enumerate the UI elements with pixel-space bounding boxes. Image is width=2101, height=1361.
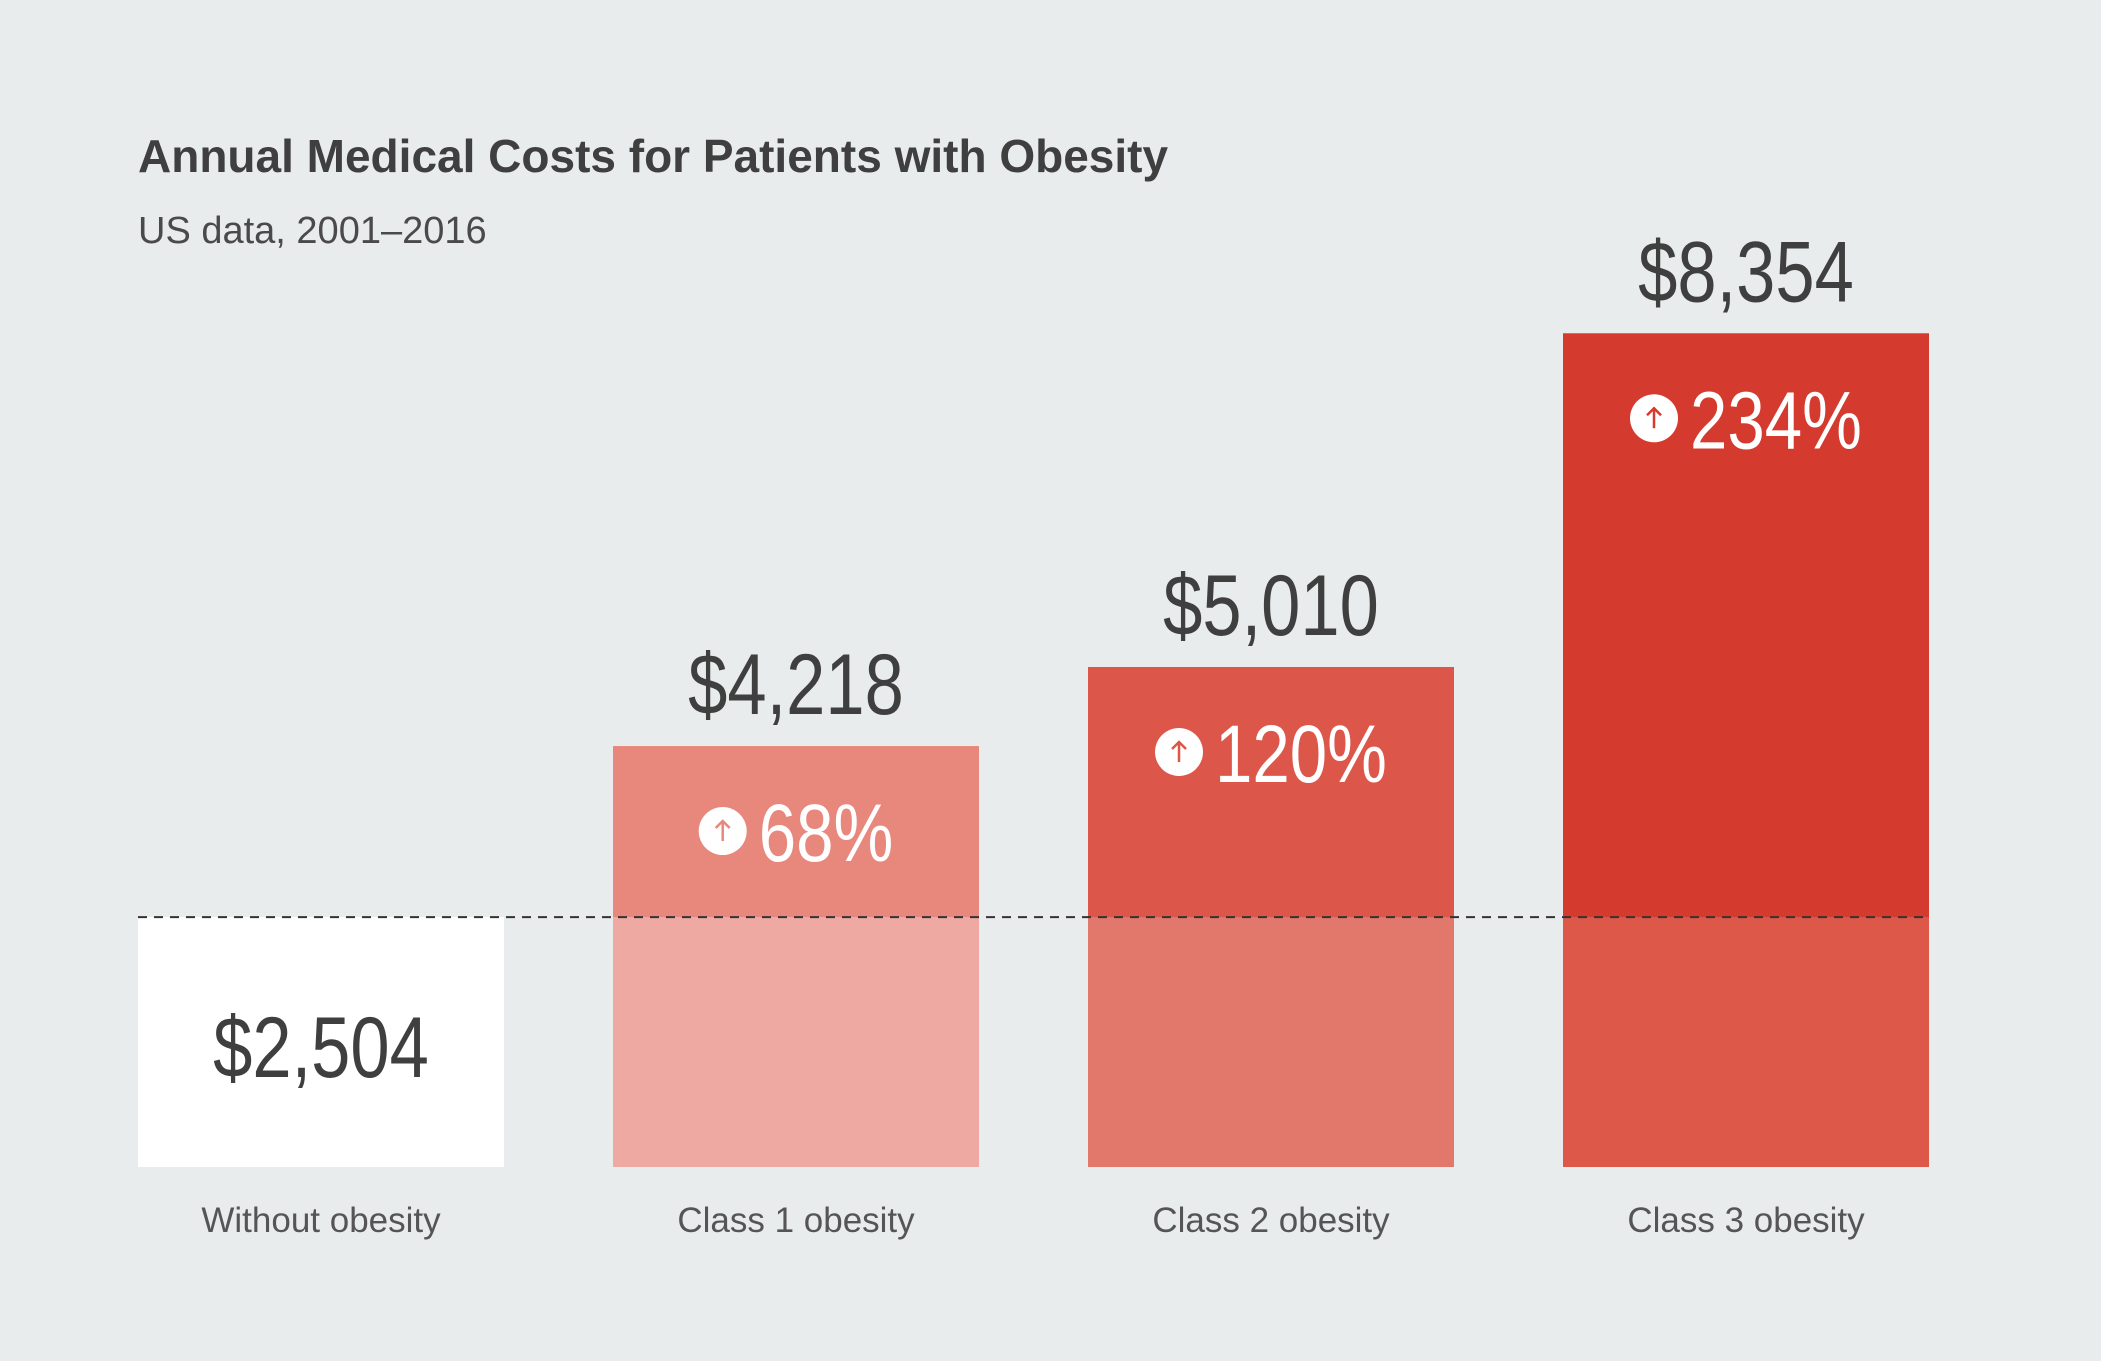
- x-tick-label: Class 2 obesity: [1152, 1201, 1390, 1240]
- value-label: $2,504: [213, 999, 429, 1095]
- increase-label: 68%: [759, 787, 894, 879]
- increase-label: 120%: [1215, 708, 1387, 800]
- value-label: $5,010: [1163, 557, 1379, 653]
- value-label: $4,218: [688, 636, 904, 732]
- bar: [138, 917, 504, 1167]
- increase-arrow: [714, 819, 731, 842]
- chart-subtitle: US data, 2001–2016: [138, 210, 487, 252]
- bar-base: [1088, 917, 1454, 1167]
- x-tick-label: Without obesity: [201, 1201, 441, 1240]
- chart-title: Annual Medical Costs for Patients with O…: [138, 130, 1168, 182]
- x-tick-label: Class 1 obesity: [677, 1201, 915, 1240]
- increase-arrow: [1171, 740, 1187, 763]
- value-label: $8,354: [1638, 224, 1854, 320]
- increase-annotation: 68%: [698, 787, 894, 879]
- x-tick-label: Class 3 obesity: [1627, 1201, 1865, 1240]
- increase-label: 234%: [1690, 374, 1862, 466]
- increase-annotation: 120%: [1155, 708, 1387, 800]
- bar-base: [1563, 917, 1929, 1167]
- bar-base: [613, 917, 979, 1167]
- increase-arrow: [1646, 406, 1662, 429]
- increase-annotation: 234%: [1630, 374, 1862, 466]
